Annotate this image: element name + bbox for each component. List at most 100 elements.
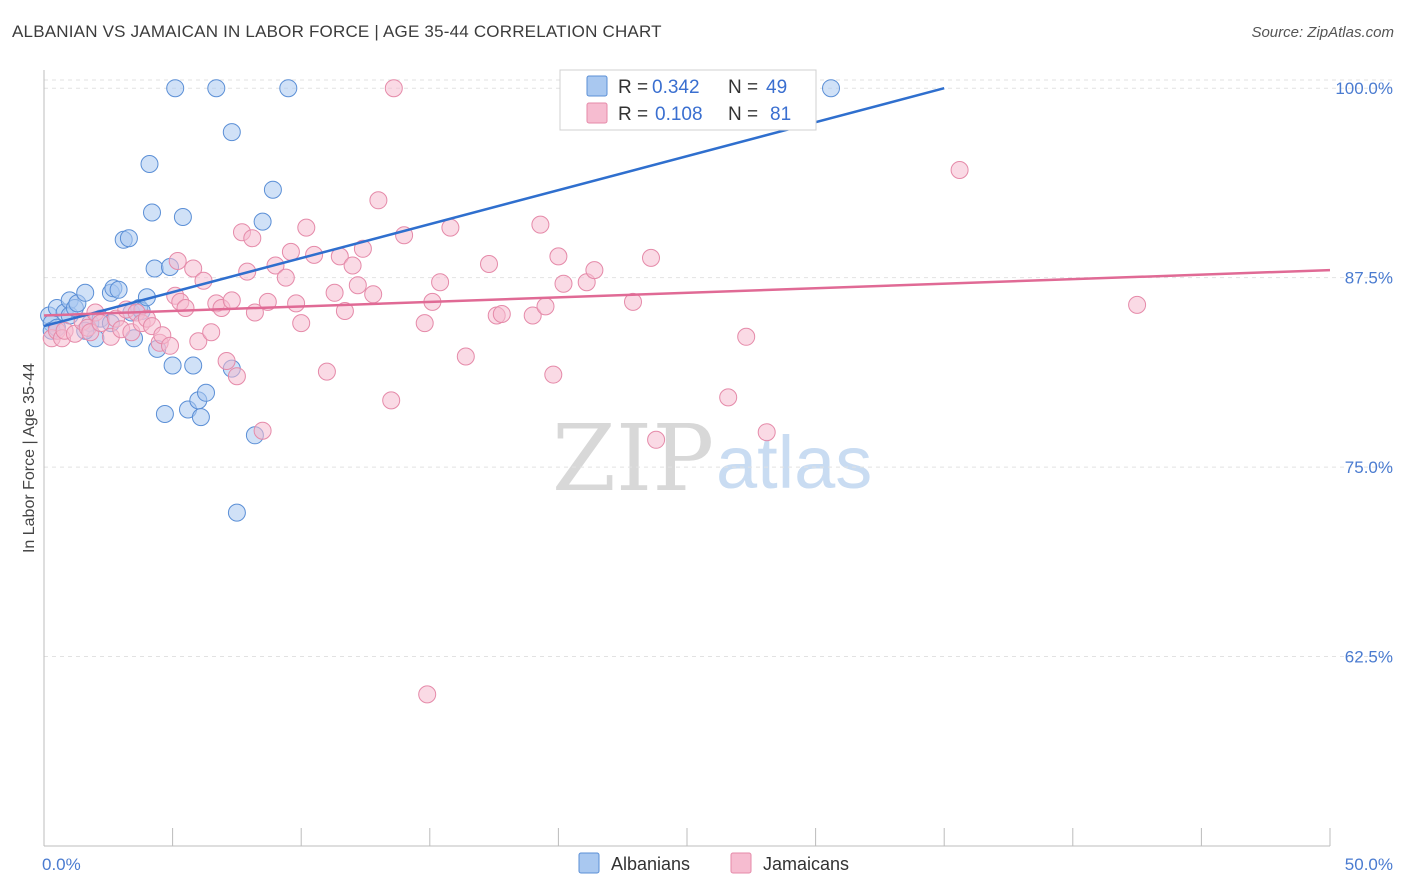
albanian-point bbox=[253, 212, 272, 231]
albanian-point bbox=[163, 356, 182, 375]
jamaican-point bbox=[456, 347, 475, 366]
jamaican-point bbox=[523, 306, 542, 325]
jamaican-point bbox=[492, 305, 511, 323]
jamaican-point bbox=[227, 367, 246, 386]
jamaican-point bbox=[480, 255, 498, 273]
jamaican-point bbox=[253, 421, 272, 440]
correlation-legend: R = 0.342 N = 49 R = 0.108 N = 81 bbox=[559, 69, 817, 131]
jamaican-point bbox=[281, 242, 300, 261]
albanian-point bbox=[145, 259, 164, 278]
jamaican-point bbox=[243, 229, 262, 248]
x-tick-label-max: 50.0% bbox=[1345, 855, 1393, 874]
grid-lines bbox=[44, 79, 1392, 658]
jamaican-point bbox=[536, 297, 555, 316]
albanian-point bbox=[227, 503, 246, 522]
albanian-point bbox=[109, 280, 128, 299]
y-tick-label: 87.5% bbox=[1345, 269, 1393, 288]
jamaican-point bbox=[297, 218, 316, 237]
series-legend: Albanians Jamaicans bbox=[578, 852, 849, 874]
albanian-point bbox=[155, 405, 174, 423]
legend-swatch-albanians bbox=[586, 75, 608, 97]
chart-title: ALBANIAN VS JAMAICAN IN LABOR FORCE | AG… bbox=[12, 22, 662, 41]
jamaican-point bbox=[624, 292, 642, 311]
legend-n-value-albanians: 49 bbox=[766, 77, 787, 98]
albanian-point bbox=[140, 155, 159, 173]
jamaican-point bbox=[382, 391, 401, 410]
jamaican-point bbox=[585, 261, 604, 280]
y-tick-label: 100.0% bbox=[1335, 79, 1393, 98]
albanian-point bbox=[279, 79, 298, 98]
x-axis-ticks bbox=[43, 828, 1331, 846]
jamaican-point bbox=[292, 314, 311, 333]
albanian-point bbox=[822, 79, 840, 98]
bottom-legend-swatch-albanians bbox=[578, 852, 600, 874]
legend-n-label-albanians: N = bbox=[728, 77, 758, 98]
albanian-point bbox=[166, 79, 185, 98]
bottom-legend-jamaicans: Jamaicans bbox=[763, 854, 849, 874]
bottom-legend-albanians: Albanians bbox=[611, 854, 690, 874]
jamaican-point bbox=[549, 247, 568, 266]
source-label: Source: ZipAtlas.com bbox=[1251, 24, 1394, 41]
albanian-point bbox=[197, 383, 215, 402]
jamaican-point bbox=[287, 294, 306, 313]
bottom-legend-swatch-jamaicans bbox=[730, 852, 752, 874]
jamaican-point bbox=[217, 352, 236, 370]
x-tick-labels: 0.0% 50.0% bbox=[42, 855, 1393, 874]
albanian-point bbox=[76, 283, 95, 302]
jamaican-point bbox=[335, 302, 354, 320]
jamaican-point bbox=[554, 274, 573, 293]
jamaican-point bbox=[431, 273, 450, 292]
legend-r-value-jamaicans: 0.108 bbox=[655, 104, 703, 125]
jamaican-point bbox=[737, 327, 756, 346]
y-tick-label: 62.5% bbox=[1345, 648, 1393, 667]
x-tick-label-min: 0.0% bbox=[42, 855, 81, 874]
albanian-point bbox=[184, 356, 203, 375]
jamaican-point bbox=[325, 283, 344, 302]
jamaican-point bbox=[176, 299, 195, 317]
legend-n-value-jamaicans: 81 bbox=[770, 104, 791, 125]
jamaican-point bbox=[757, 423, 776, 442]
jamaican-point bbox=[353, 239, 372, 258]
jamaican-point bbox=[364, 285, 383, 304]
albanian-point bbox=[263, 180, 282, 199]
jamaican-point bbox=[258, 292, 277, 311]
jamaican-point bbox=[647, 430, 666, 449]
legend-r-value-albanians: 0.342 bbox=[652, 77, 700, 98]
jamaican-point bbox=[531, 215, 550, 234]
jamaican-point bbox=[719, 388, 738, 407]
jamaican-point bbox=[369, 191, 388, 210]
jamaican-point bbox=[950, 161, 969, 179]
jamaican-point bbox=[168, 252, 187, 270]
jamaican-point bbox=[441, 218, 460, 237]
jamaican-point bbox=[1128, 295, 1147, 314]
jamaican-point bbox=[276, 268, 295, 287]
legend-n-label-jamaicans: N = bbox=[728, 104, 758, 125]
jamaican-point bbox=[544, 365, 563, 384]
albanian-point bbox=[191, 408, 210, 427]
jamaican-point bbox=[189, 332, 208, 351]
legend-swatch-jamaicans bbox=[586, 102, 608, 124]
jamaican-point bbox=[348, 276, 367, 295]
jamaican-point bbox=[418, 685, 437, 704]
jamaican-point bbox=[343, 256, 362, 275]
y-axis-label: In Labor Force | Age 35-44 bbox=[21, 363, 38, 553]
albanian-point bbox=[207, 79, 226, 98]
y-tick-label: 75.0% bbox=[1345, 458, 1393, 477]
legend-r-label-jamaicans: R = bbox=[618, 104, 648, 125]
y-tick-labels: 62.5% 75.0% 87.5% 100.0% bbox=[1335, 79, 1393, 666]
data-points bbox=[40, 79, 1147, 704]
albanian-point bbox=[173, 208, 192, 226]
watermark-atlas: atlas bbox=[716, 421, 872, 504]
jamaican-point bbox=[415, 314, 434, 333]
jamaican-point bbox=[202, 323, 221, 342]
jamaican-point bbox=[317, 362, 336, 381]
jamaican-point bbox=[184, 259, 203, 278]
jamaican-point bbox=[384, 79, 403, 98]
legend-r-label-albanians: R = bbox=[618, 77, 648, 98]
watermark-zip: ZIP bbox=[552, 405, 714, 512]
jamaicans-trend-line bbox=[43, 268, 1331, 317]
jamaican-point bbox=[161, 336, 179, 355]
jamaican-point bbox=[222, 291, 241, 310]
jamaican-point bbox=[642, 248, 660, 267]
